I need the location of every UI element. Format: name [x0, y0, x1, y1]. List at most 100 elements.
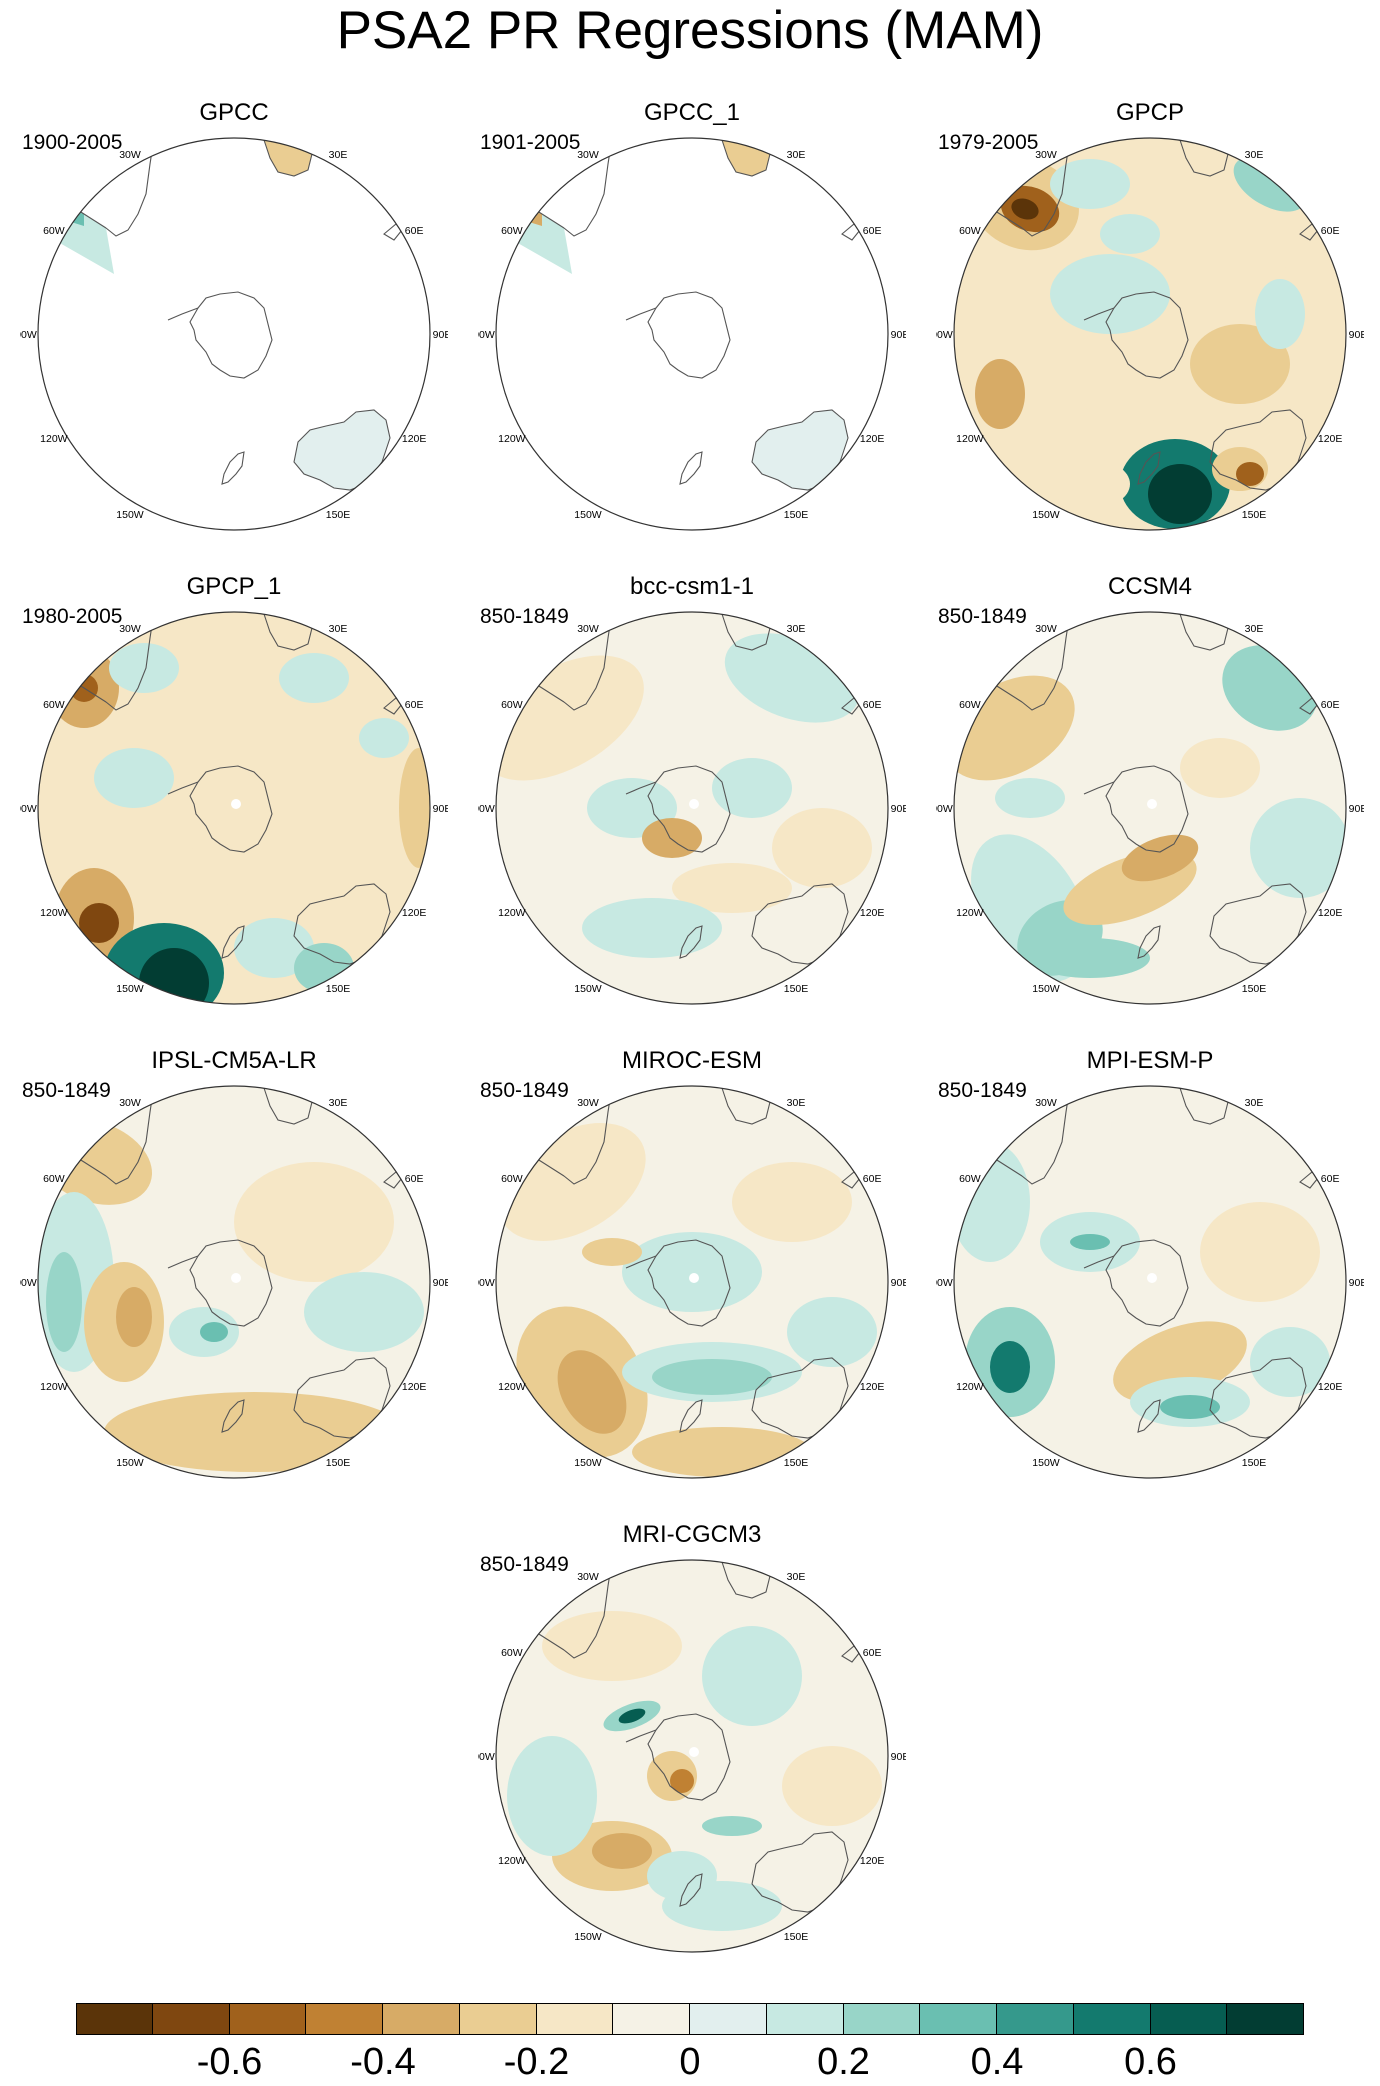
panel-period: 1901-2005: [480, 131, 581, 154]
longitude-label-150e: 150E: [1242, 1457, 1267, 1469]
longitude-label-60w: 60W: [959, 225, 981, 237]
coastline-path: [1209, 883, 1307, 965]
land-shading-australia: [752, 410, 848, 490]
longitude-label-30e: 30E: [329, 1097, 348, 1109]
coastline-path: [293, 1357, 391, 1439]
contour-patch: [154, 848, 254, 908]
longitude-label-150e: 150E: [1242, 983, 1267, 995]
colorbar-segment: [383, 2003, 460, 2035]
longitude-label-30w: 30W: [577, 149, 599, 161]
contour-patch: [954, 1142, 1030, 1262]
map-field: [38, 612, 430, 1004]
contour-patch: [1236, 462, 1264, 486]
map-boundary: [495, 1559, 889, 1953]
longitude-label-30e: 30E: [787, 149, 806, 161]
map-boundary: [953, 1085, 1347, 1479]
map-boundary: [37, 1085, 431, 1479]
longitude-label-60e: 60E: [863, 1647, 882, 1659]
longitude-label-90e: 90E: [433, 1277, 448, 1289]
map-panel-bcc-csm1-1: bcc-csm1-1 850-1849 030E60E90E120E150E18…: [472, 572, 912, 1012]
contour-patch: [1200, 1202, 1320, 1302]
colorbar-segment: [843, 2003, 921, 2035]
longitude-label-90w: 90W: [936, 329, 953, 341]
contour-patch: [234, 918, 314, 978]
colorbar-tick-label: -0.4: [350, 2041, 416, 2083]
contour-patch: [782, 1746, 882, 1826]
contour-patch: [304, 1272, 424, 1352]
polar-map: 030E60E90E120E150E180150W120W90W60W30W: [20, 1085, 448, 1479]
panel-period: 850-1849: [480, 1079, 569, 1102]
longitude-label-60w: 60W: [501, 1647, 523, 1659]
longitude-label-60e: 60E: [405, 699, 424, 711]
longitude-label-60e: 60E: [863, 1173, 882, 1185]
contour-patch: [732, 1162, 852, 1242]
longitude-label-120e: 120E: [860, 907, 885, 919]
coastline-path: [1137, 925, 1161, 959]
map-panel-gpcp-1: GPCP_1 1980-2005 030E60E90E120E150E18015…: [14, 572, 454, 1012]
longitude-label-90w: 90W: [478, 1277, 495, 1289]
contour-patch: [46, 1252, 82, 1352]
longitude-label-60w: 60W: [43, 1173, 65, 1185]
map-field: [954, 1086, 1346, 1478]
longitude-label-150w: 150W: [574, 983, 602, 995]
longitude-label-90e: 90E: [891, 329, 906, 341]
longitude-label-150e: 150E: [326, 983, 351, 995]
polar-map: 030E60E90E120E150E180150W120W90W60W30W: [936, 1085, 1364, 1479]
contour-patch: [557, 1350, 627, 1434]
panel-period: 850-1849: [480, 605, 569, 628]
longitude-label-150w: 150W: [574, 1457, 602, 1469]
longitude-label-60w: 60W: [959, 699, 981, 711]
coastline-path: [751, 1831, 849, 1913]
coastline-path: [1137, 451, 1161, 485]
longitude-label-90e: 90E: [891, 1751, 906, 1763]
longitude-label-150e: 150E: [784, 509, 809, 521]
pole-hole: [1147, 799, 1157, 809]
longitude-label-150e: 150E: [326, 1457, 351, 1469]
longitude-label-150e: 150E: [784, 1931, 809, 1943]
longitude-label-30w: 30W: [119, 1097, 141, 1109]
map-boundary: [37, 137, 431, 531]
longitude-label-60e: 60E: [1321, 1173, 1340, 1185]
longitude-label-150w: 150W: [116, 1457, 144, 1469]
colorbar-segment: [1150, 2003, 1228, 2035]
map-field: [38, 138, 430, 530]
longitude-label-150w: 150W: [574, 1931, 602, 1943]
contour-patch: [672, 863, 792, 913]
coastline-path: [221, 451, 245, 485]
longitude-label-90w: 90W: [936, 803, 953, 815]
colorbar-segment: [920, 2003, 997, 2035]
panel-period: 1980-2005: [22, 605, 123, 628]
colorbar-tick-label: 0.4: [970, 2041, 1024, 2083]
map-panel-gpcp: GPCP 1979-2005 030E60E90E120E150E180150W…: [930, 98, 1370, 538]
map-panel-miroc-esm: MIROC-ESM 850-1849 030E60E90E120E150E180…: [472, 1046, 912, 1486]
panel-title: CCSM4: [1107, 573, 1192, 600]
coastline-path: [625, 781, 657, 795]
map-boundary: [495, 611, 889, 1005]
contour-patch: [507, 1736, 597, 1856]
longitude-label-120e: 120E: [860, 1381, 885, 1393]
colorbar: [76, 2003, 1304, 2037]
longitude-label-30e: 30E: [787, 623, 806, 635]
longitude-label-120e: 120E: [402, 433, 427, 445]
contour-patch: [670, 1769, 694, 1793]
contour-patch: [990, 1341, 1030, 1393]
coastline-path: [189, 291, 273, 379]
contour-patch: [712, 758, 792, 818]
coastline-path: [751, 1357, 849, 1439]
longitude-label-90w: 90W: [20, 803, 37, 815]
longitude-label-30e: 30E: [787, 1097, 806, 1109]
longitude-label-30w: 30W: [577, 1097, 599, 1109]
longitude-label-30w: 30W: [1035, 1097, 1057, 1109]
contour-patch: [1050, 159, 1130, 209]
map-field: [954, 612, 1346, 1004]
panel-title: GPCC: [199, 99, 269, 126]
longitude-label-30e: 30E: [787, 1571, 806, 1583]
contour-patch: [1255, 279, 1305, 349]
contour-patch: [1250, 798, 1346, 898]
colorbar-segment: [997, 2003, 1074, 2035]
colorbar-tick-label: -0.6: [196, 2041, 263, 2083]
longitude-label-90e: 90E: [1349, 803, 1364, 815]
longitude-label-90w: 90W: [20, 329, 37, 341]
longitude-label-120w: 120W: [956, 433, 984, 445]
longitude-label-90e: 90E: [1349, 329, 1364, 341]
